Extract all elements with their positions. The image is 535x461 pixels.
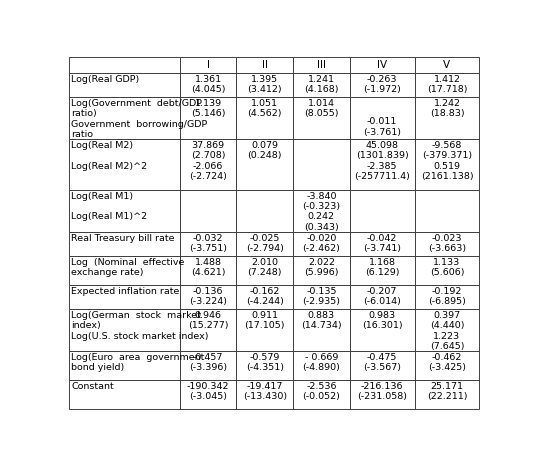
- Text: Log(Real M1)

Log(Real M1)^2: Log(Real M1) Log(Real M1)^2: [72, 192, 148, 221]
- Bar: [293, 73, 349, 97]
- Text: Log(Real M2)

Log(Real M2)^2: Log(Real M2) Log(Real M2)^2: [72, 141, 148, 171]
- Bar: [415, 309, 479, 351]
- Bar: [180, 73, 236, 97]
- Bar: [236, 231, 293, 256]
- Text: Log(Real GDP): Log(Real GDP): [72, 75, 140, 84]
- Bar: [69, 284, 180, 309]
- Text: 0.883
(14.734): 0.883 (14.734): [301, 311, 342, 331]
- Text: -3.840
(-0.323)
0.242
(0.343): -3.840 (-0.323) 0.242 (0.343): [302, 192, 340, 232]
- Bar: [236, 380, 293, 408]
- Bar: [349, 97, 415, 139]
- Bar: [180, 256, 236, 284]
- Bar: [415, 284, 479, 309]
- Text: -0.162
(-4.244): -0.162 (-4.244): [246, 287, 284, 306]
- Bar: [236, 73, 293, 97]
- Bar: [293, 189, 349, 231]
- Bar: [349, 309, 415, 351]
- Bar: [349, 189, 415, 231]
- Bar: [236, 351, 293, 380]
- Bar: [180, 380, 236, 408]
- Text: -2.536
(-0.052): -2.536 (-0.052): [302, 382, 340, 401]
- Bar: [180, 284, 236, 309]
- Text: - 0.669
(-4.890): - 0.669 (-4.890): [302, 353, 340, 372]
- Text: III: III: [317, 60, 326, 70]
- Text: 1.361
(4.045): 1.361 (4.045): [191, 75, 225, 94]
- Bar: [415, 231, 479, 256]
- Text: -0.135
(-2.935): -0.135 (-2.935): [302, 287, 340, 306]
- Bar: [293, 57, 349, 73]
- Text: -0.263
(-1.972): -0.263 (-1.972): [363, 75, 401, 94]
- Text: -0.020
(-2.462): -0.020 (-2.462): [302, 234, 340, 253]
- Bar: [69, 231, 180, 256]
- Text: -19.417
(-13.430): -19.417 (-13.430): [243, 382, 287, 401]
- Bar: [415, 189, 479, 231]
- Bar: [180, 57, 236, 73]
- Text: -0.457
(-3.396): -0.457 (-3.396): [189, 353, 227, 372]
- Bar: [349, 139, 415, 189]
- Text: 0.983
(16.301): 0.983 (16.301): [362, 311, 402, 331]
- Bar: [180, 231, 236, 256]
- Bar: [349, 73, 415, 97]
- Text: Log(German  stock  market
index)
Log(U.S. stock market index): Log(German stock market index) Log(U.S. …: [72, 311, 209, 341]
- Text: 1.241
(4.168): 1.241 (4.168): [304, 75, 339, 94]
- Text: 45.098
(1301.839)
-2.385
(-257711.4): 45.098 (1301.839) -2.385 (-257711.4): [354, 141, 410, 181]
- Bar: [349, 231, 415, 256]
- Bar: [349, 351, 415, 380]
- Text: I: I: [207, 60, 210, 70]
- Bar: [180, 97, 236, 139]
- Bar: [69, 309, 180, 351]
- Text: 1.242
(18.83): 1.242 (18.83): [430, 99, 464, 118]
- Text: -0.579
(-4.351): -0.579 (-4.351): [246, 353, 284, 372]
- Text: 0.079
(0.248): 0.079 (0.248): [248, 141, 282, 160]
- Bar: [236, 139, 293, 189]
- Text: IV: IV: [377, 60, 387, 70]
- Bar: [349, 284, 415, 309]
- Text: -0.042
(-3.741): -0.042 (-3.741): [363, 234, 401, 253]
- Bar: [236, 189, 293, 231]
- Bar: [415, 351, 479, 380]
- Text: 1.488
(4.621): 1.488 (4.621): [191, 258, 225, 278]
- Bar: [180, 351, 236, 380]
- Text: 1.133
(5.606): 1.133 (5.606): [430, 258, 464, 278]
- Bar: [69, 351, 180, 380]
- Text: -0.136
(-3.224): -0.136 (-3.224): [189, 287, 227, 306]
- Text: -190.342
(-3.045): -190.342 (-3.045): [187, 382, 230, 401]
- Bar: [415, 256, 479, 284]
- Text: 0.397
(4.440)
1.223
(7.645): 0.397 (4.440) 1.223 (7.645): [430, 311, 464, 351]
- Bar: [415, 57, 479, 73]
- Bar: [69, 73, 180, 97]
- Bar: [293, 351, 349, 380]
- Text: 2.010
(7.248): 2.010 (7.248): [248, 258, 282, 278]
- Text: 1.051
(4.562): 1.051 (4.562): [248, 99, 282, 118]
- Bar: [349, 256, 415, 284]
- Text: 2.022
(5.996): 2.022 (5.996): [304, 258, 339, 278]
- Bar: [69, 57, 180, 73]
- Bar: [293, 139, 349, 189]
- Bar: [293, 309, 349, 351]
- Bar: [180, 139, 236, 189]
- Text: 1.412
(17.718): 1.412 (17.718): [427, 75, 467, 94]
- Text: Real Treasury bill rate: Real Treasury bill rate: [72, 234, 175, 243]
- Bar: [415, 380, 479, 408]
- Bar: [293, 256, 349, 284]
- Bar: [349, 380, 415, 408]
- Bar: [69, 97, 180, 139]
- Text: -0.475
(-3.567): -0.475 (-3.567): [363, 353, 401, 372]
- Bar: [69, 380, 180, 408]
- Text: -0.207
(-6.014): -0.207 (-6.014): [363, 287, 401, 306]
- Text: -0.192
(-6.895): -0.192 (-6.895): [428, 287, 466, 306]
- Bar: [349, 57, 415, 73]
- Bar: [415, 139, 479, 189]
- Text: Expected inflation rate: Expected inflation rate: [72, 287, 180, 296]
- Text: II: II: [262, 60, 268, 70]
- Bar: [180, 189, 236, 231]
- Text: 1.168
(6.129): 1.168 (6.129): [365, 258, 399, 278]
- Text: 1.139
(5.146): 1.139 (5.146): [191, 99, 225, 118]
- Text: -0.023
(-3.663): -0.023 (-3.663): [428, 234, 466, 253]
- Text: Log  (Nominal  effective
exchange rate): Log (Nominal effective exchange rate): [72, 258, 185, 278]
- Bar: [236, 97, 293, 139]
- Bar: [293, 231, 349, 256]
- Text: 1.395
(3.412): 1.395 (3.412): [248, 75, 282, 94]
- Text: 0.946
(15.277): 0.946 (15.277): [188, 311, 228, 331]
- Text: V: V: [444, 60, 450, 70]
